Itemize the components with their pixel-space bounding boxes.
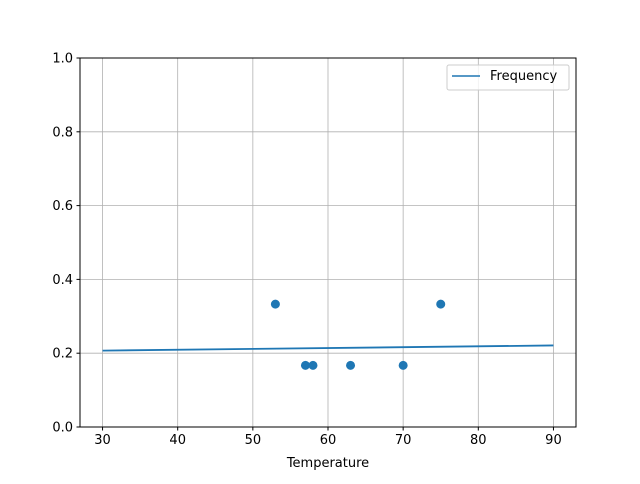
scatter-point xyxy=(300,360,310,370)
scatter-point xyxy=(308,360,318,370)
y-tick-label: 0.6 xyxy=(52,199,73,214)
x-tick-label: 90 xyxy=(545,433,562,448)
x-tick-label: 80 xyxy=(470,433,487,448)
legend-label-frequency: Frequency xyxy=(490,69,557,84)
grid xyxy=(80,57,576,428)
x-tick-label: 60 xyxy=(320,433,337,448)
y-tick-label: 1.0 xyxy=(52,52,73,67)
series-line-frequency xyxy=(102,344,554,352)
y-tick-label: 0.4 xyxy=(52,273,73,288)
y-tick-label: 0.2 xyxy=(52,347,73,362)
scatter-point xyxy=(346,360,356,370)
y-tick-label: 0.0 xyxy=(52,421,73,436)
y-tick-label: 0.8 xyxy=(52,125,73,140)
x-tick-label: 50 xyxy=(245,433,262,448)
scatter-point xyxy=(398,360,408,370)
x-tick-label: 40 xyxy=(169,433,186,448)
scatter-point xyxy=(270,299,280,309)
legend: Frequency xyxy=(446,64,570,91)
x-axis-label: Temperature xyxy=(286,456,369,471)
x-tick-label: 70 xyxy=(395,433,412,448)
x-tick-label: 30 xyxy=(94,433,111,448)
legend-box xyxy=(446,64,570,91)
ticks: 30 40 50 60 70 80 90 0.0 0.2 0.4 0.6 0.8 1.0 xyxy=(52,52,561,449)
marks xyxy=(102,299,554,370)
scatter-point xyxy=(436,299,446,309)
